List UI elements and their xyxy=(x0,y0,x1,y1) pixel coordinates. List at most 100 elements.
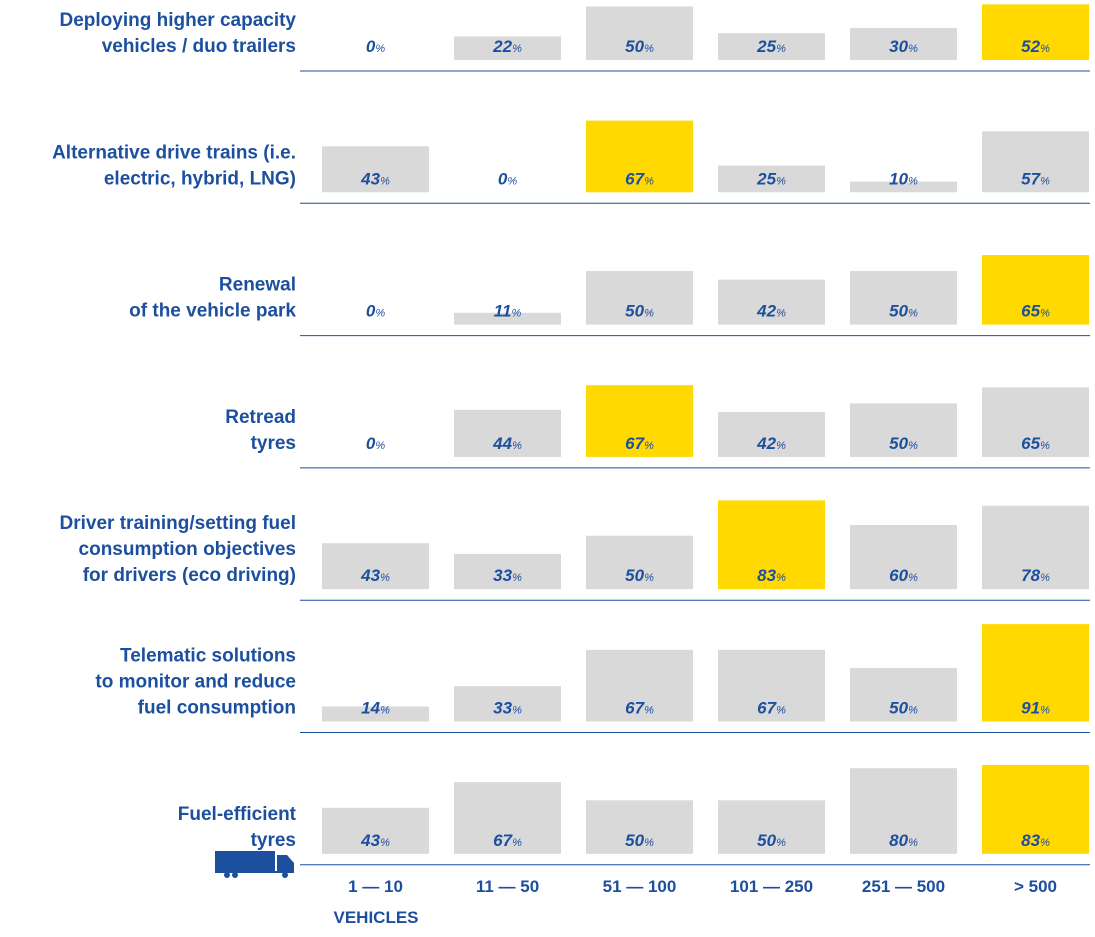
bar xyxy=(586,120,693,193)
bar xyxy=(982,505,1089,590)
bar xyxy=(850,668,957,722)
value-label: 25% xyxy=(756,169,786,188)
truck-icon xyxy=(215,851,294,878)
value-label: 67% xyxy=(757,699,786,718)
x-tick-label: 101 — 250 xyxy=(730,877,813,896)
bar xyxy=(982,387,1089,457)
x-tick-label: 11 — 50 xyxy=(476,877,539,896)
bar xyxy=(322,543,429,590)
value-label: 50% xyxy=(625,302,654,321)
bar xyxy=(850,768,957,854)
value-label: 60% xyxy=(889,566,918,585)
bar xyxy=(454,686,561,722)
value-label: 22% xyxy=(492,37,522,56)
bar xyxy=(982,624,1089,722)
bar xyxy=(322,807,429,854)
value-label: 67% xyxy=(625,169,654,188)
bar xyxy=(586,6,693,60)
value-label: 14% xyxy=(361,699,390,718)
value-label: 0% xyxy=(498,169,517,188)
bar xyxy=(454,36,561,60)
bar xyxy=(718,649,825,722)
x-tick-label: > 500 xyxy=(1014,877,1057,896)
value-label: 50% xyxy=(757,831,786,850)
bar xyxy=(718,500,825,590)
bar xyxy=(454,312,561,325)
value-label: 50% xyxy=(625,566,654,585)
bar xyxy=(982,255,1089,325)
value-label: 43% xyxy=(360,169,390,188)
row-label: Deploying higher capacity xyxy=(60,10,297,31)
value-label: 80% xyxy=(889,831,918,850)
value-label: 43% xyxy=(360,831,390,850)
value-label: 50% xyxy=(889,699,918,718)
value-label: 83% xyxy=(757,566,786,585)
value-label: 65% xyxy=(1021,302,1050,321)
bar xyxy=(454,782,561,854)
bar xyxy=(586,649,693,722)
x-tick-label: 251 — 500 xyxy=(862,877,945,896)
value-label: 11% xyxy=(494,302,522,321)
bar xyxy=(322,706,429,722)
value-label: 25% xyxy=(756,37,786,56)
bar xyxy=(850,27,957,60)
bar xyxy=(718,279,825,325)
value-label: 42% xyxy=(756,302,786,321)
row-label: Fuel-efficient xyxy=(178,804,297,825)
row-label: Alternative drive trains (i.e. xyxy=(52,142,296,163)
bar xyxy=(454,409,561,457)
row-label: Renewal xyxy=(219,275,296,296)
bar xyxy=(454,553,561,590)
value-label: 0% xyxy=(366,434,385,453)
bar xyxy=(586,535,693,590)
row-label: Retread xyxy=(225,407,296,428)
bar xyxy=(718,165,825,193)
value-label: 44% xyxy=(492,434,522,453)
bar xyxy=(718,33,825,60)
value-label: 33% xyxy=(493,699,522,718)
value-label: 42% xyxy=(756,434,786,453)
row-label: vehicles / duo trailers xyxy=(102,36,296,57)
value-label: 57% xyxy=(1021,169,1050,188)
bar xyxy=(322,146,429,193)
value-label: 33% xyxy=(493,566,522,585)
value-label: 43% xyxy=(360,566,390,585)
row-label: tyres xyxy=(251,433,296,454)
row-label: of the vehicle park xyxy=(129,301,296,322)
x-tick-label: 51 — 100 xyxy=(603,877,677,896)
bar xyxy=(586,385,693,457)
bar xyxy=(850,271,957,325)
value-label: 67% xyxy=(625,434,654,453)
value-label: 10% xyxy=(889,169,918,188)
x-axis-label: VEHICLES xyxy=(333,908,418,927)
row-label: tyres xyxy=(251,830,296,851)
bar xyxy=(982,4,1089,60)
value-label: 83% xyxy=(1021,831,1050,850)
bar xyxy=(586,800,693,854)
row-label: Driver training/setting fuel xyxy=(60,513,296,534)
value-label: 91% xyxy=(1021,699,1050,718)
x-tick-label: 1 — 10 xyxy=(348,877,403,896)
value-label: 78% xyxy=(1021,566,1050,585)
value-label: 50% xyxy=(889,302,918,321)
row-label: consumption objectives xyxy=(79,539,296,560)
bar xyxy=(850,403,957,457)
row-label: to monitor and reduce xyxy=(95,672,296,693)
value-label: 50% xyxy=(889,434,918,453)
bar xyxy=(850,525,957,590)
row-label: electric, hybrid, LNG) xyxy=(104,168,296,189)
row-label: for drivers (eco driving) xyxy=(83,565,296,586)
row-label: Telematic solutions xyxy=(120,646,296,667)
value-label: 0% xyxy=(366,302,385,321)
value-label: 67% xyxy=(625,699,654,718)
value-label: 0% xyxy=(366,37,385,56)
row-label: fuel consumption xyxy=(138,698,296,719)
value-label: 65% xyxy=(1021,434,1050,453)
value-label: 50% xyxy=(625,831,654,850)
bar xyxy=(982,764,1089,854)
bar xyxy=(982,131,1089,193)
bar xyxy=(586,271,693,325)
value-label: 52% xyxy=(1021,37,1050,56)
bar xyxy=(718,800,825,854)
